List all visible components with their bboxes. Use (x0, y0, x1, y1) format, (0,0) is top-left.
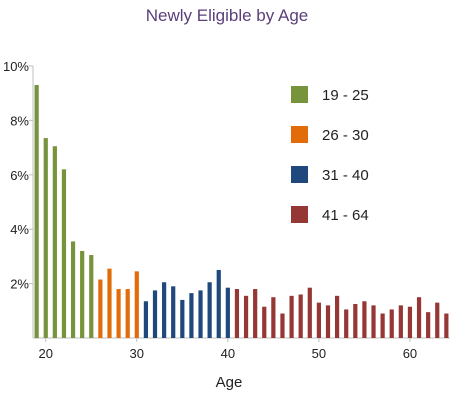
bar-age-55 (362, 301, 367, 338)
y-tick-label: 2% (10, 277, 29, 292)
bar-age-33 (162, 282, 167, 338)
series-3-bars (143, 270, 230, 338)
bar-age-62 (426, 312, 431, 338)
bar-age-28 (116, 289, 121, 338)
bar-age-58 (389, 309, 394, 338)
bar-age-23 (70, 241, 76, 338)
legend-label-1: 19 - 25 (322, 87, 369, 104)
bar-age-34 (171, 286, 176, 338)
legend-label-4: 41 - 64 (322, 207, 369, 224)
bar-age-29 (125, 289, 130, 338)
bar-age-38 (207, 282, 212, 338)
bar-age-39 (216, 270, 221, 338)
bar-age-54 (353, 304, 358, 338)
x-axis: 20 30 40 50 60 (33, 337, 450, 361)
chart-title: Newly Eligible by Age (146, 6, 309, 25)
x-axis-label: Age (216, 374, 243, 391)
bar-age-27 (107, 268, 112, 338)
bar-age-57 (380, 313, 385, 338)
bar-age-45 (271, 297, 276, 338)
bar-age-50 (316, 302, 321, 338)
bar-age-36 (189, 293, 194, 338)
series-1-bars (34, 85, 94, 338)
series-2-bars (98, 268, 139, 338)
legend-label-2: 26 - 30 (322, 127, 369, 144)
y-tick-label: 8% (10, 113, 29, 128)
bar-age-48 (298, 294, 303, 338)
x-tick-label: 20 (39, 346, 53, 361)
bar-age-40 (225, 287, 230, 338)
bar-age-24 (80, 250, 85, 338)
x-tick-label: 60 (403, 346, 417, 361)
x-tick-label: 30 (130, 346, 144, 361)
bar-age-60 (407, 306, 413, 338)
bars (34, 85, 449, 338)
bar-age-37 (198, 290, 203, 338)
bar-age-43 (253, 289, 258, 338)
bar-age-30 (134, 271, 139, 338)
bar-age-42 (243, 295, 249, 338)
bar-age-53 (344, 309, 349, 338)
y-axis: 2% 4% 6% 8% 10% (3, 59, 34, 338)
x-tick-label: 40 (221, 346, 235, 361)
bar-age-56 (371, 305, 376, 338)
bar-age-20 (43, 138, 48, 338)
y-tick-label: 4% (10, 222, 29, 237)
y-tick-label: 6% (10, 168, 29, 183)
y-tick-label: 10% (3, 59, 29, 74)
bar-age-63 (435, 302, 440, 338)
bar-age-46 (280, 313, 285, 338)
bar-age-61 (416, 297, 422, 338)
legend-label-3: 31 - 40 (322, 167, 369, 184)
bar-age-22 (61, 169, 67, 338)
bar-age-21 (52, 146, 57, 338)
bar-age-51 (325, 305, 331, 338)
bar-age-32 (152, 290, 158, 338)
bar-age-35 (180, 299, 185, 338)
legend-swatch-1 (291, 86, 308, 103)
bar-age-49 (307, 287, 312, 338)
legend-swatch-2 (291, 126, 308, 143)
x-tick-label: 50 (312, 346, 326, 361)
bar-age-44 (262, 306, 267, 338)
bar-age-26 (98, 279, 103, 338)
bar-age-59 (398, 305, 403, 338)
legend-swatch-3 (291, 166, 308, 183)
bar-age-25 (89, 255, 94, 338)
bar-age-64 (444, 313, 449, 338)
bar-age-19 (34, 85, 39, 338)
legend: 19 - 25 26 - 30 31 - 40 41 - 64 (291, 86, 369, 224)
legend-swatch-4 (291, 206, 308, 223)
bar-age-31 (143, 301, 148, 338)
series-4-bars (234, 287, 449, 338)
bar-age-41 (234, 289, 240, 338)
bar-age-47 (289, 295, 294, 338)
bar-age-52 (335, 295, 340, 338)
